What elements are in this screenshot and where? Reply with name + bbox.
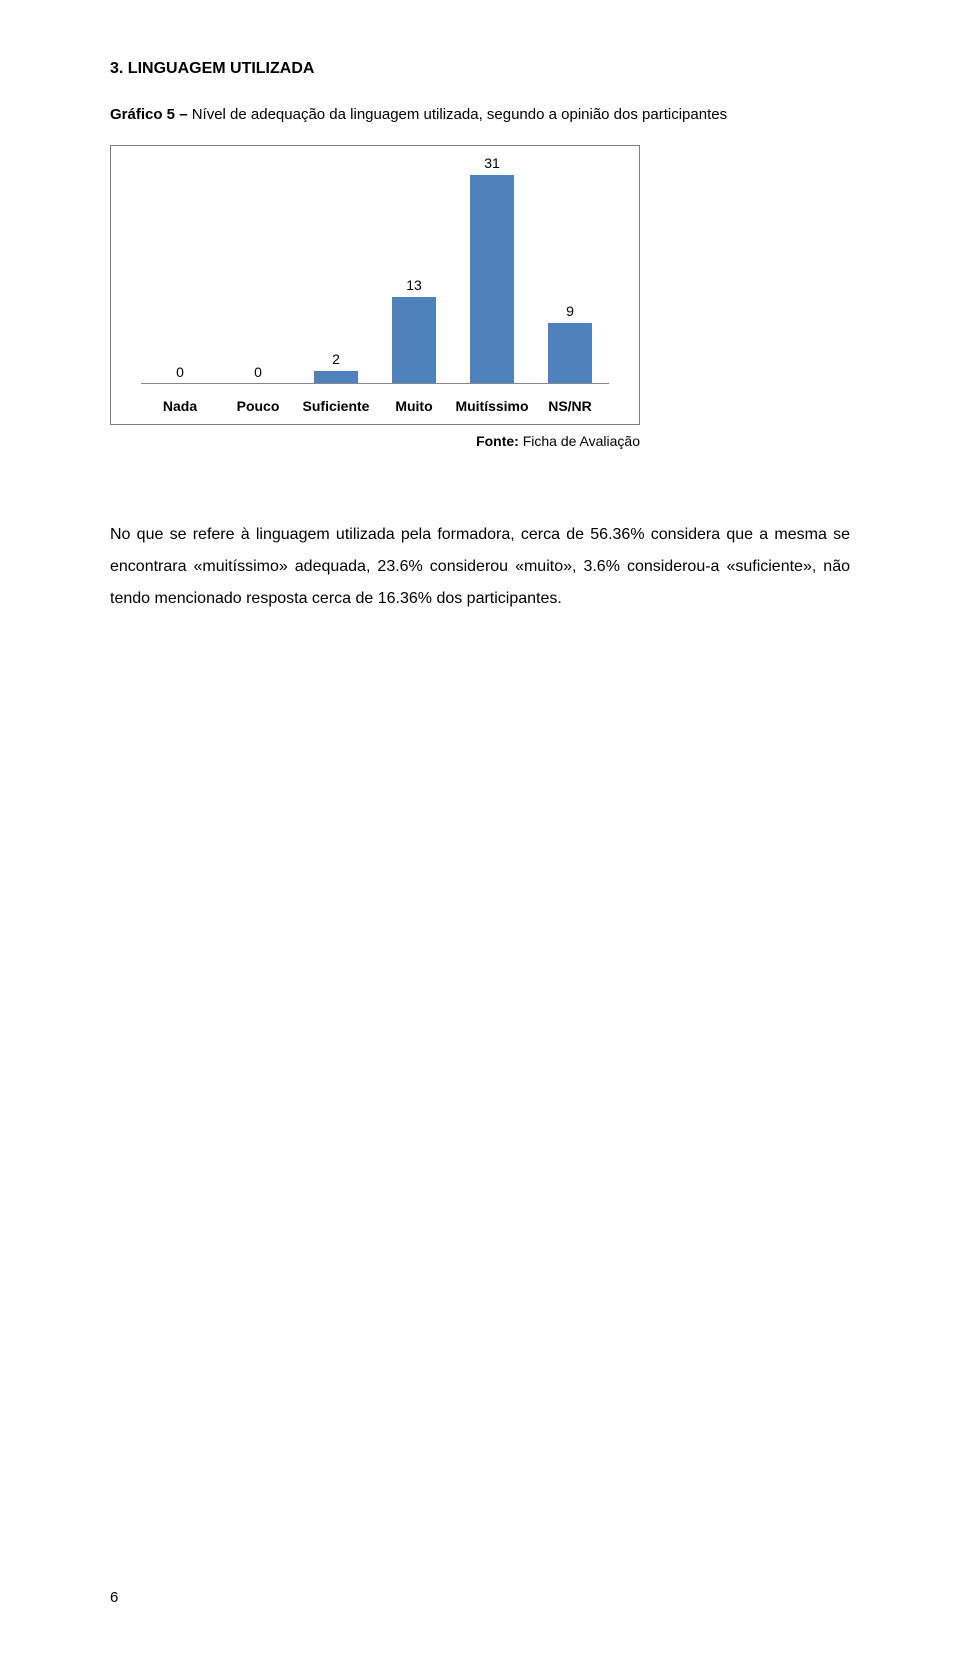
bar-value-label: 0	[141, 364, 219, 380]
bar	[470, 175, 514, 384]
section-heading: 3. LINGUAGEM UTILIZADA	[110, 60, 850, 78]
bar-value-label: 0	[219, 364, 297, 380]
x-axis-label: Muitíssimo	[453, 398, 531, 414]
x-axis-label: Pouco	[219, 398, 297, 414]
body-paragraph: No que se refere à linguagem utilizada p…	[110, 519, 850, 615]
chart-plot-area: 00213319	[141, 164, 609, 384]
x-axis-label: NS/NR	[531, 398, 609, 414]
bar-value-label: 2	[297, 351, 375, 367]
bar-slot: 13	[375, 164, 453, 384]
bar	[314, 371, 358, 384]
bar-slot: 0	[219, 164, 297, 384]
bar-slot: 31	[453, 164, 531, 384]
x-axis-label: Nada	[141, 398, 219, 414]
bar-value-label: 9	[531, 303, 609, 319]
chart-caption-subtitle: Nível de adequação da linguagem utilizad…	[192, 106, 727, 123]
bar-chart: 00213319 NadaPoucoSuficienteMuitoMuitíss…	[110, 145, 640, 425]
bar-slot: 0	[141, 164, 219, 384]
bar-value-label: 31	[453, 155, 531, 171]
bar-value-label: 13	[375, 277, 453, 293]
chart-source: Fonte: Ficha de Avaliação	[110, 433, 640, 449]
chart-baseline	[141, 383, 609, 384]
page-number: 6	[110, 1589, 118, 1606]
bar-slot: 9	[531, 164, 609, 384]
x-axis-label: Suficiente	[297, 398, 375, 414]
x-axis-label: Muito	[375, 398, 453, 414]
chart-caption: Gráfico 5 – Nível de adequação da lingua…	[110, 106, 850, 123]
bar	[548, 323, 592, 384]
chart-bars: 00213319	[141, 164, 609, 384]
bar-slot: 2	[297, 164, 375, 384]
chart-caption-title: Gráfico 5 –	[110, 106, 192, 123]
chart-x-labels: NadaPoucoSuficienteMuitoMuitíssimoNS/NR	[141, 398, 609, 414]
chart-source-label: Fonte:	[476, 433, 523, 449]
chart-source-value: Ficha de Avaliação	[523, 433, 640, 449]
bar	[392, 297, 436, 384]
document-page: 3. LINGUAGEM UTILIZADA Gráfico 5 – Nível…	[0, 0, 960, 1656]
